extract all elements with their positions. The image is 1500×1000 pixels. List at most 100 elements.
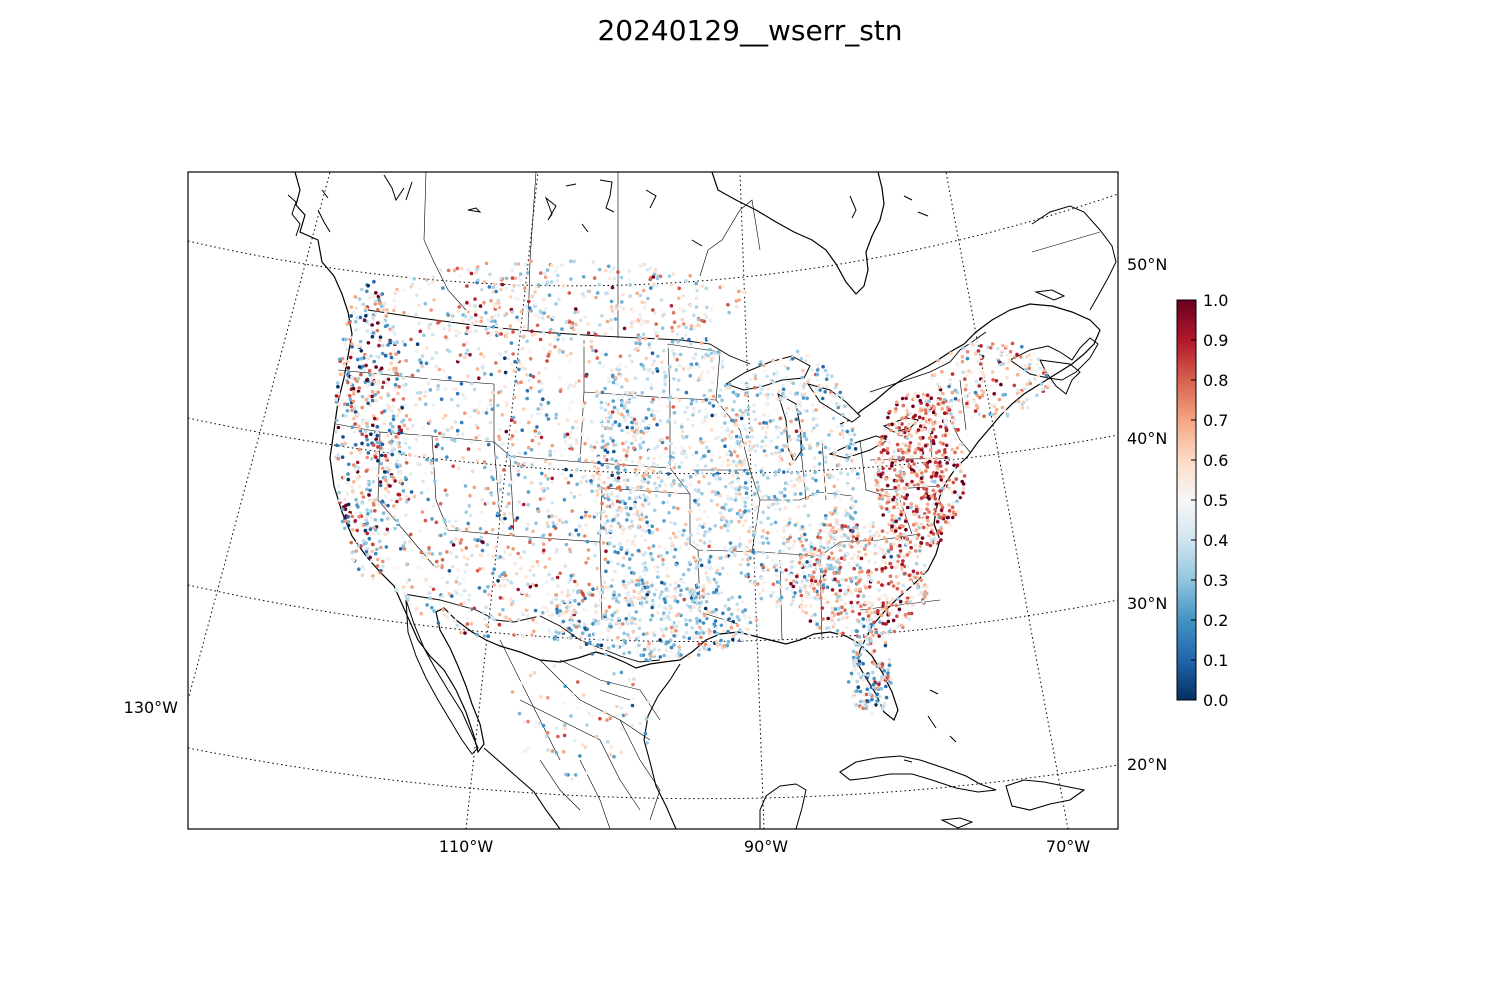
station-marker (823, 460, 828, 464)
station-marker (944, 428, 949, 433)
station-marker (758, 384, 762, 388)
station-marker (634, 622, 638, 626)
station-marker (475, 367, 480, 371)
station-marker (398, 497, 403, 501)
station-marker (702, 440, 707, 444)
station-marker (436, 387, 440, 392)
station-marker (651, 371, 655, 375)
station-marker (795, 574, 799, 579)
station-marker (347, 462, 351, 467)
station-marker (916, 482, 920, 487)
station-marker (843, 524, 848, 528)
station-marker (565, 353, 569, 358)
station-marker (610, 504, 614, 509)
station-marker (824, 626, 829, 630)
station-marker (740, 513, 745, 517)
station-marker (543, 275, 548, 280)
map-area[interactable] (188, 172, 1118, 829)
station-marker (717, 435, 721, 439)
station-marker (499, 516, 504, 521)
station-marker (364, 314, 368, 318)
station-marker (641, 516, 645, 520)
station-marker (809, 578, 814, 583)
station-marker (618, 488, 623, 492)
station-marker (371, 577, 376, 581)
station-marker (886, 667, 891, 672)
station-marker (473, 304, 477, 308)
station-marker (820, 569, 825, 574)
station-marker (584, 458, 588, 463)
station-marker (668, 395, 672, 399)
station-marker (667, 510, 671, 515)
station-marker (898, 469, 903, 474)
station-marker (349, 342, 354, 346)
station-marker (692, 590, 696, 594)
station-marker (383, 478, 388, 482)
station-marker (372, 380, 377, 384)
station-marker (374, 354, 379, 359)
station-marker (509, 362, 514, 366)
station-marker (866, 614, 871, 618)
station-marker (667, 344, 672, 349)
station-marker (664, 613, 668, 618)
station-marker (491, 477, 496, 482)
station-marker (427, 591, 431, 595)
station-marker (440, 565, 444, 570)
station-marker (698, 538, 703, 543)
station-marker (699, 437, 703, 441)
station-marker (883, 435, 888, 439)
station-marker (369, 377, 373, 382)
station-marker (895, 442, 900, 447)
station-marker (380, 499, 385, 504)
station-marker (905, 493, 909, 497)
station-marker (365, 547, 370, 551)
station-marker (358, 302, 363, 307)
station-marker (623, 468, 627, 472)
station-marker (651, 363, 655, 367)
station-marker (616, 644, 620, 649)
station-marker (660, 440, 665, 445)
station-marker (877, 496, 882, 501)
station-marker (881, 513, 885, 517)
station-marker (707, 481, 711, 486)
station-marker (554, 522, 559, 527)
station-marker (688, 605, 692, 609)
station-marker (932, 441, 936, 446)
station-marker (954, 477, 959, 481)
station-marker (913, 391, 918, 396)
station-marker (391, 404, 395, 409)
station-marker (861, 678, 866, 682)
station-marker (525, 373, 529, 377)
station-marker (876, 685, 880, 690)
station-marker (611, 380, 616, 385)
station-marker (710, 642, 714, 646)
station-marker (361, 418, 366, 423)
station-marker (641, 288, 646, 293)
station-marker (830, 462, 834, 466)
station-marker (753, 607, 758, 612)
station-marker (388, 484, 392, 488)
station-marker (873, 551, 877, 556)
station-marker (486, 553, 490, 557)
station-marker (419, 491, 424, 495)
station-marker (832, 484, 837, 489)
station-marker (880, 529, 885, 533)
station-marker (854, 629, 859, 633)
station-marker (544, 606, 548, 610)
station-marker (366, 357, 371, 361)
station-marker (944, 468, 948, 472)
station-marker (716, 591, 720, 596)
station-marker (745, 435, 750, 439)
station-marker (802, 571, 806, 575)
station-marker (939, 538, 943, 542)
station-marker (659, 479, 664, 484)
station-marker (370, 457, 374, 461)
station-marker (490, 615, 495, 620)
station-marker (707, 337, 711, 341)
station-marker (868, 600, 872, 605)
station-marker (387, 557, 391, 561)
station-marker (947, 478, 951, 482)
station-marker (638, 508, 642, 512)
station-marker (837, 463, 841, 467)
station-marker (403, 343, 407, 347)
